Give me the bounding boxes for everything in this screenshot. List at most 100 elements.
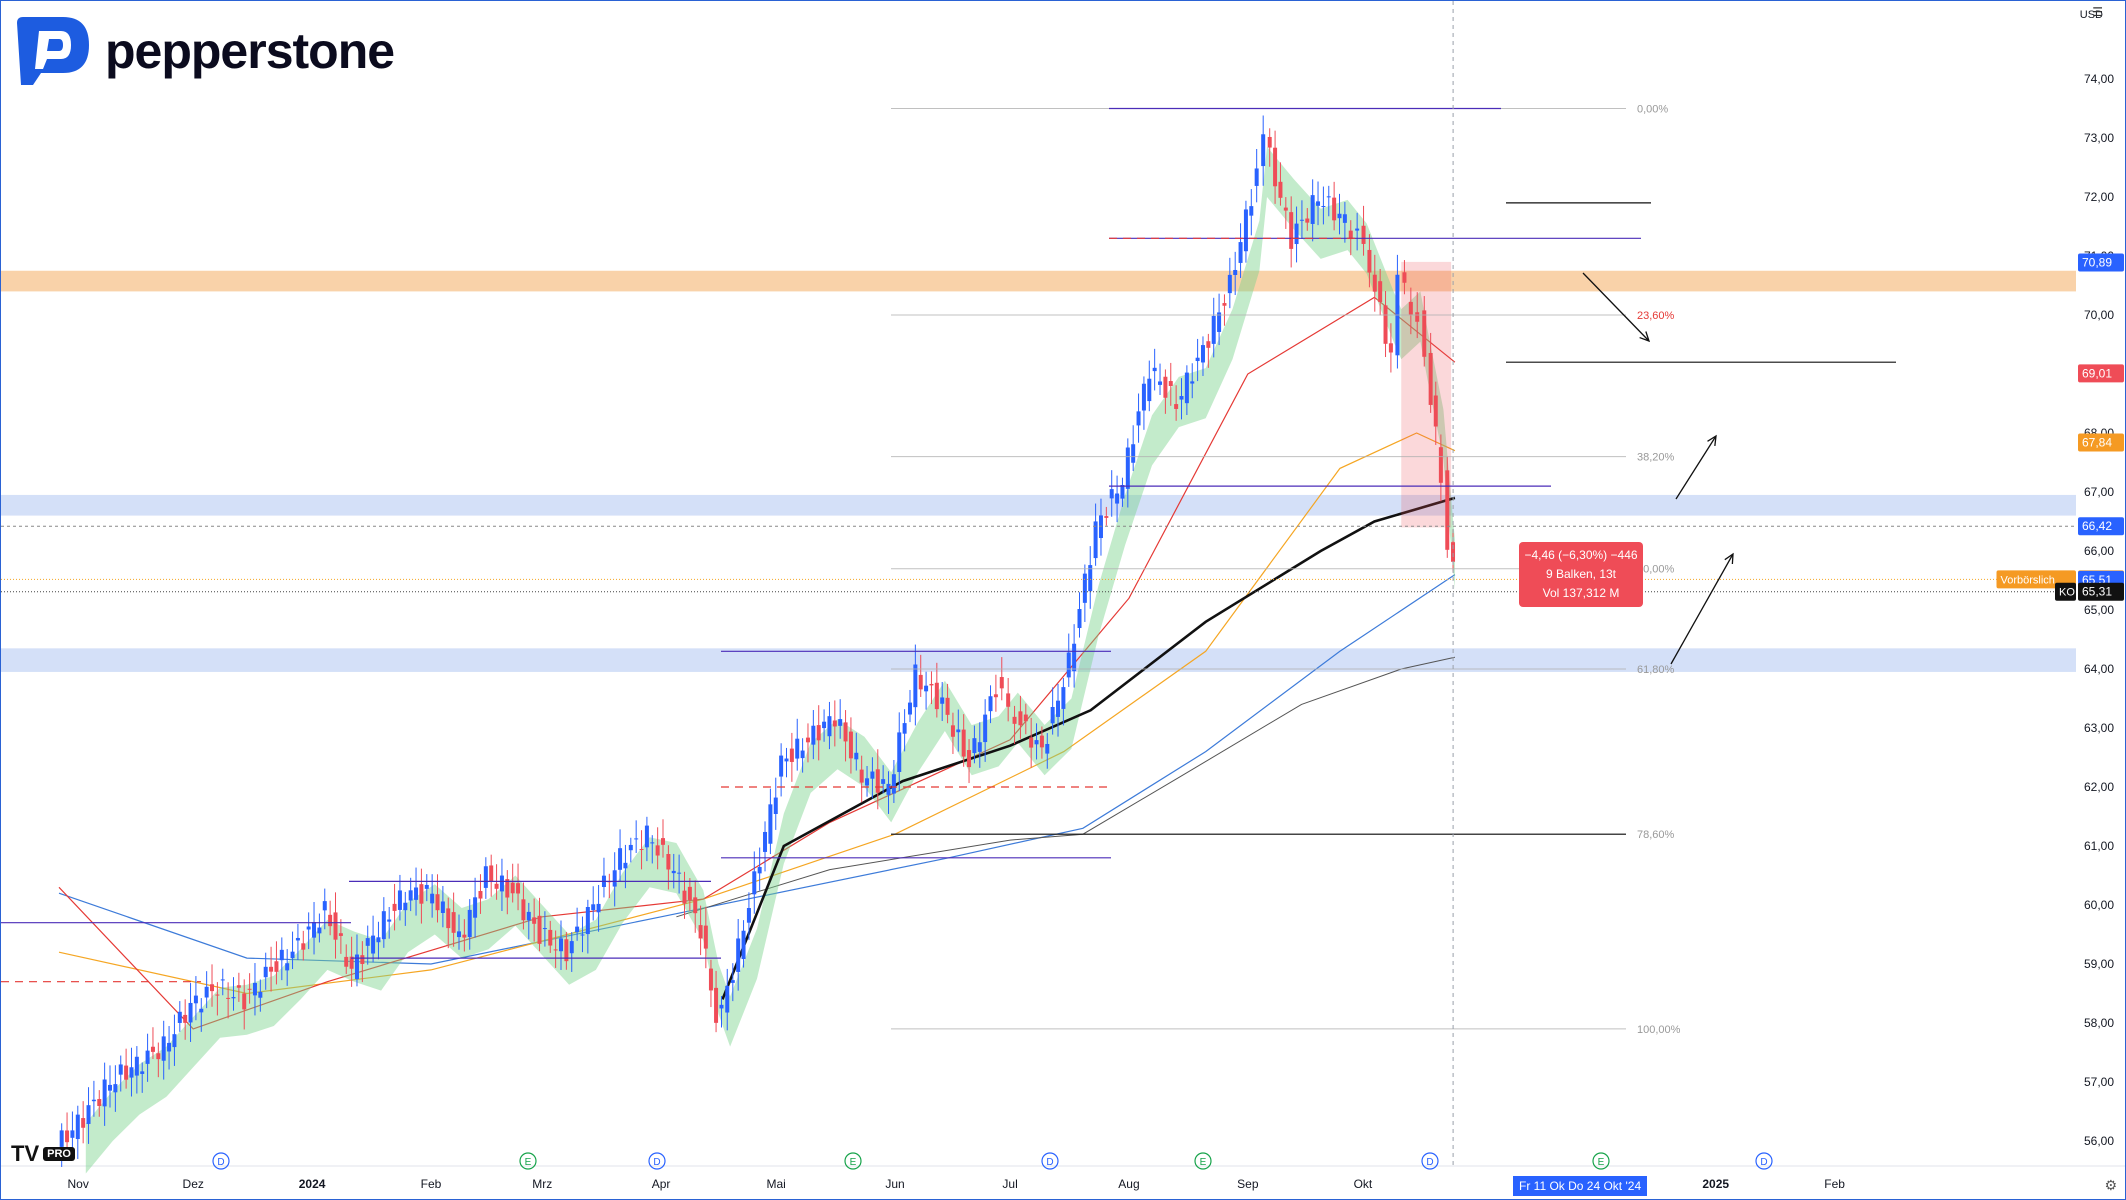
- x-tick-label: Dez: [183, 1177, 204, 1191]
- candle-body: [376, 937, 381, 943]
- candle-body: [972, 738, 977, 754]
- candle-body: [124, 1065, 129, 1080]
- candle-body: [993, 694, 998, 698]
- red-moving-average: [58, 296, 1456, 1030]
- tradingview-badge: TV PRO: [11, 1141, 75, 1167]
- settings-gear-icon[interactable]: ⚙: [2104, 1177, 2117, 1193]
- candle-body: [703, 925, 708, 949]
- candle-body: [1227, 274, 1232, 294]
- candle-body: [371, 935, 376, 954]
- candle-body: [516, 883, 521, 894]
- candle-body: [999, 677, 1004, 689]
- candle-body: [247, 988, 252, 990]
- trend-ribbon: [85, 146, 1455, 1174]
- candle-body: [1158, 381, 1163, 385]
- candle-body: [553, 949, 558, 951]
- candle-body: [113, 1084, 118, 1093]
- candle-body: [242, 993, 247, 1010]
- candle-body: [1273, 147, 1278, 187]
- y-tick-label: 70,00: [2084, 308, 2114, 322]
- event-marker-label: E: [850, 1157, 857, 1168]
- measure-change: −4,46 (−6,30%) −446: [1524, 548, 1638, 562]
- event-marker-icon: [844, 1152, 862, 1170]
- candle-body: [1093, 521, 1098, 559]
- candle-body: [1402, 272, 1407, 283]
- candle-body: [838, 719, 843, 726]
- candle-body: [338, 933, 343, 936]
- candle-body: [575, 926, 580, 933]
- candle-body: [1190, 381, 1195, 384]
- candle-body: [1125, 447, 1130, 489]
- x-tick-label: Feb: [421, 1177, 442, 1191]
- candle-body: [387, 919, 392, 922]
- candle-body: [1278, 181, 1283, 198]
- candle-body: [1408, 301, 1413, 315]
- candle-body: [1445, 470, 1450, 550]
- candle-body: [1174, 404, 1179, 409]
- candle-body: [1249, 206, 1254, 216]
- candle-body: [365, 938, 370, 946]
- candle-body: [1179, 396, 1184, 400]
- y-tick-label: 73,00: [2084, 131, 2114, 145]
- candle-body: [929, 683, 934, 686]
- brand-name: pepperstone: [105, 23, 395, 79]
- candle-body: [435, 894, 440, 911]
- y-tick-label: 58,00: [2084, 1016, 2114, 1030]
- candle-body: [1388, 343, 1393, 353]
- date-range-label: Fr 11 Ok Do 24 Okt '24: [1513, 1176, 1648, 1196]
- trend-arrow: [1675, 435, 1717, 500]
- y-tick-label: 56,00: [2084, 1134, 2114, 1148]
- candle-body: [91, 1099, 96, 1102]
- fib-label: 100,00%: [1637, 1024, 1681, 1036]
- candle-body: [752, 871, 757, 895]
- candle-body: [784, 758, 789, 762]
- candle-body: [408, 890, 413, 901]
- candle-body: [870, 771, 875, 779]
- candle-body: [156, 1053, 161, 1060]
- candle-body: [150, 1046, 155, 1052]
- candle-body: [193, 995, 198, 1004]
- candle-body: [1337, 213, 1342, 219]
- candle-body: [1326, 196, 1331, 198]
- candle-body: [1034, 740, 1039, 745]
- candle-body: [177, 1011, 182, 1023]
- candle-body: [483, 866, 488, 888]
- candle-body: [129, 1067, 134, 1078]
- fib-label: 50,00%: [1637, 564, 1675, 576]
- candle-body: [1348, 230, 1353, 240]
- price-tag-label: 69,01: [2082, 366, 2112, 380]
- candle-body: [424, 884, 429, 889]
- candle-body: [462, 934, 467, 938]
- price-tag-label: 67,84: [2082, 435, 2112, 449]
- candle-body: [510, 882, 515, 894]
- y-tick-label: 65,00: [2084, 603, 2114, 617]
- candle-body: [204, 986, 209, 998]
- candle-body: [1451, 542, 1456, 562]
- candle-body: [1012, 716, 1017, 724]
- candle-body: [1305, 218, 1310, 223]
- candle-body: [134, 1056, 139, 1076]
- candle-body: [210, 984, 215, 992]
- candle-body: [220, 979, 225, 981]
- x-tick-label: Okt: [1354, 1177, 1373, 1191]
- candle-body: [456, 931, 461, 938]
- price-tag-prefix: Vorbörslich: [2001, 574, 2055, 586]
- x-tick-label: Apr: [652, 1177, 671, 1191]
- candle-body: [768, 804, 773, 844]
- candle-body: [789, 748, 794, 762]
- candle-body: [414, 887, 419, 900]
- measure-range: [1401, 261, 1452, 528]
- candle-body: [97, 1099, 102, 1106]
- currency-label[interactable]: USD: [2079, 9, 2103, 21]
- candle-body: [140, 1071, 145, 1074]
- candle-body: [183, 1014, 188, 1023]
- x-tick-label: Nov: [68, 1177, 89, 1191]
- candle-body: [1289, 212, 1294, 249]
- candle-body: [564, 939, 569, 962]
- candle-body: [854, 752, 859, 760]
- candle-body: [81, 1118, 86, 1128]
- menu-icon[interactable]: ☰: [2092, 5, 2103, 19]
- candle-body: [1383, 305, 1388, 344]
- candle-body: [1378, 281, 1383, 303]
